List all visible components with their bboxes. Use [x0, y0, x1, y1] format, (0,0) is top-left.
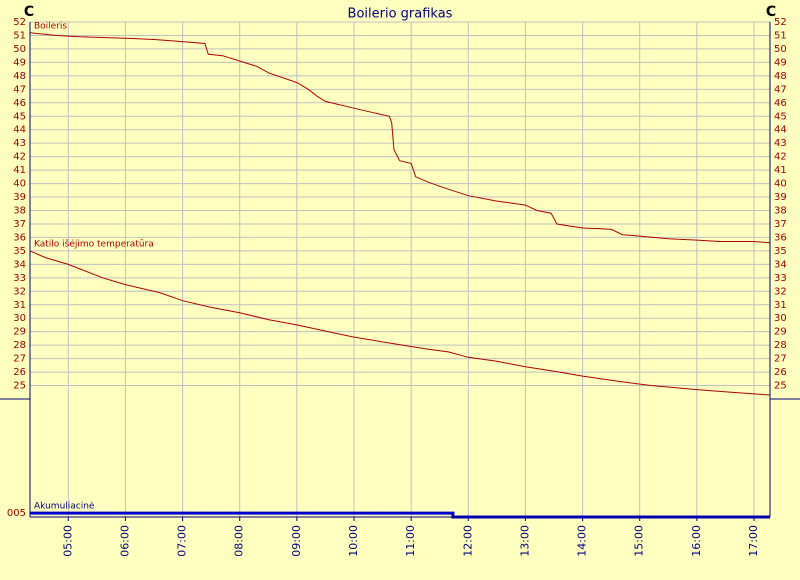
series-label: Katilo išėjimo temperatūra — [34, 238, 154, 249]
y-tick-label: 26 — [774, 367, 787, 378]
series-label: Akumuliacinė — [34, 502, 95, 512]
x-tick-label: 13:00 — [518, 525, 531, 557]
y-tick-label: 48 — [13, 71, 26, 82]
y-tick-label: 29 — [774, 327, 787, 338]
y-tick-label: 41 — [13, 165, 26, 176]
y-tick-label: 42 — [774, 152, 787, 163]
y-tick-label: 36 — [13, 232, 26, 243]
x-tick-label: 11:00 — [404, 525, 417, 557]
y-tick-label: 28 — [774, 340, 787, 351]
y-tick-label: 27 — [13, 354, 26, 365]
y-tick-label: 51 — [774, 30, 787, 41]
y-unit: C — [766, 4, 776, 20]
y-tick-label: 25 — [774, 381, 787, 392]
y-tick-label: 52 — [774, 17, 787, 28]
y-tick-label: 42 — [13, 152, 26, 163]
y-tick-label: 44 — [13, 125, 26, 136]
x-tick-label: 12:00 — [461, 525, 474, 557]
x-tick-label: 09:00 — [290, 525, 303, 557]
y-tick-label: 36 — [774, 232, 787, 243]
x-tick-label: 14:00 — [576, 525, 589, 557]
y-tick-label: 48 — [774, 71, 787, 82]
data-line — [29, 32, 771, 244]
y-tick-label: 40 — [13, 179, 26, 190]
x-tick-label: 07:00 — [176, 525, 189, 557]
y-tick-label: 25 — [13, 381, 26, 392]
y-tick-label: 47 — [13, 84, 26, 95]
y-tick-label: 27 — [774, 354, 787, 365]
y-tick-label: 28 — [13, 340, 26, 351]
y-tick-label: 43 — [13, 138, 26, 149]
y-tick-label: 31 — [774, 300, 787, 311]
y-tick-label: 26 — [13, 367, 26, 378]
y-tick-label: 47 — [774, 84, 787, 95]
y-tick-label: 51 — [13, 30, 26, 41]
y-tick-label: 52 — [13, 17, 26, 28]
x-tick-label: 08:00 — [233, 525, 246, 557]
y-tick-label: 46 — [13, 98, 26, 109]
y-tick-label: 35 — [13, 246, 26, 257]
y-tick-label: 38 — [13, 206, 26, 217]
y-tick-label: 005 — [7, 508, 26, 519]
y-tick-label: 38 — [774, 206, 787, 217]
series-label: Boileris — [34, 21, 67, 31]
x-tick-label: 15:00 — [633, 525, 646, 557]
y-tick-label: 34 — [13, 259, 26, 270]
chart-title: Boilerio grafikas — [348, 7, 453, 22]
y-tick-label: 45 — [774, 111, 787, 122]
y-tick-label: 40 — [774, 179, 787, 190]
data-line — [29, 250, 771, 396]
y-tick-label: 33 — [13, 273, 26, 284]
y-tick-label: 49 — [13, 57, 26, 68]
x-tick-label: 06:00 — [118, 525, 131, 557]
y-tick-label: 32 — [774, 286, 787, 297]
y-tick-label: 39 — [13, 192, 26, 203]
y-tick-label: 30 — [774, 313, 787, 324]
y-tick-label: 29 — [13, 327, 26, 338]
y-tick-label: 50 — [13, 44, 26, 55]
y-tick-label: 39 — [774, 192, 787, 203]
y-tick-label: 32 — [13, 286, 26, 297]
x-tick-label: 17:00 — [747, 525, 760, 557]
x-tick-label: 05:00 — [61, 525, 74, 557]
y-tick-label: 34 — [774, 259, 787, 270]
y-tick-label: 44 — [774, 125, 787, 136]
y-tick-label: 37 — [774, 219, 787, 230]
y-tick-label: 46 — [774, 98, 787, 109]
x-tick-label: 10:00 — [347, 525, 360, 557]
y-tick-label: 37 — [13, 219, 26, 230]
y-unit: C — [24, 4, 34, 20]
x-tick-label: 16:00 — [690, 525, 703, 557]
y-tick-label: 31 — [13, 300, 26, 311]
y-tick-label: 49 — [774, 57, 787, 68]
y-tick-label: 45 — [13, 111, 26, 122]
y-tick-label: 41 — [774, 165, 787, 176]
y-tick-label: 50 — [774, 44, 787, 55]
y-tick-label: 30 — [13, 313, 26, 324]
y-tick-label: 43 — [774, 138, 787, 149]
y-tick-label: 35 — [774, 246, 787, 257]
y-tick-label: 33 — [774, 273, 787, 284]
